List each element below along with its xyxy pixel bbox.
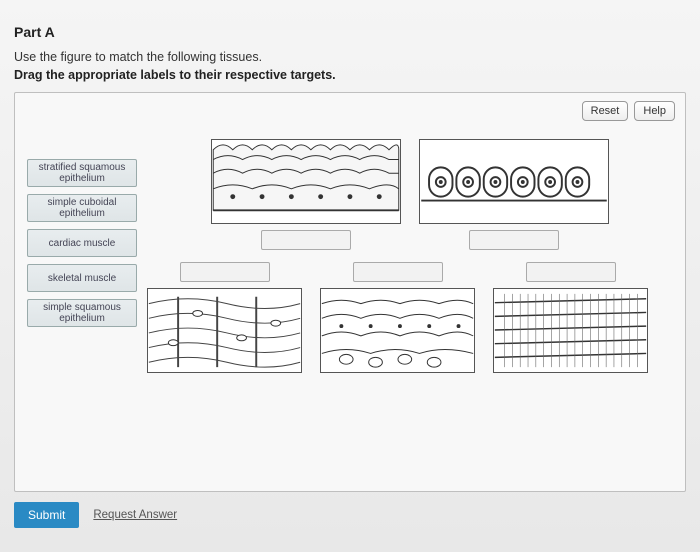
tissue-stratified-squamous (211, 139, 401, 250)
drop-target[interactable] (261, 230, 351, 250)
tissue-stratified-squamous-2 (320, 262, 475, 373)
drag-label[interactable]: stratified squamous epithelium (27, 159, 137, 187)
part-heading: Part A (14, 24, 686, 40)
figure-grid (147, 139, 673, 373)
tissue-image (320, 288, 475, 373)
drag-label[interactable]: cardiac muscle (27, 229, 137, 257)
tissue-image (147, 288, 302, 373)
instruction-line-2: Drag the appropriate labels to their res… (14, 68, 686, 82)
instruction-line-1: Use the figure to match the following ti… (14, 50, 686, 64)
help-button[interactable]: Help (634, 101, 675, 121)
submit-button[interactable]: Submit (14, 502, 79, 528)
drop-target[interactable] (526, 262, 616, 282)
tissue-image (419, 139, 609, 224)
drop-target[interactable] (469, 230, 559, 250)
drag-label[interactable]: skeletal muscle (27, 264, 137, 292)
drag-label[interactable]: simple cuboidal epithelium (27, 194, 137, 222)
request-answer-link[interactable]: Request Answer (93, 509, 177, 521)
drop-target[interactable] (353, 262, 443, 282)
tissue-skeletal-muscle (493, 262, 648, 373)
reset-button[interactable]: Reset (582, 101, 629, 121)
drop-target[interactable] (180, 262, 270, 282)
drag-label[interactable]: simple squamous epithelium (27, 299, 137, 327)
tissue-image (211, 139, 401, 224)
work-area: Reset Help stratified squamous epitheliu… (14, 92, 686, 492)
tissue-cardiac-muscle (147, 262, 302, 373)
label-stack: stratified squamous epithelium simple cu… (27, 159, 137, 373)
tissue-simple-cuboidal (419, 139, 609, 250)
tissue-image (493, 288, 648, 373)
